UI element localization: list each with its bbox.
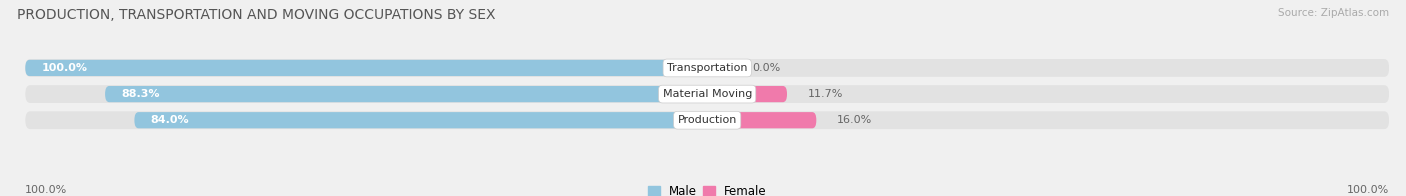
- Text: 0.0%: 0.0%: [752, 63, 780, 73]
- Legend: Male, Female: Male, Female: [648, 185, 766, 196]
- Text: 100.0%: 100.0%: [25, 185, 67, 195]
- Text: 100.0%: 100.0%: [42, 63, 87, 73]
- Text: Material Moving: Material Moving: [662, 89, 752, 99]
- Text: Production: Production: [678, 115, 737, 125]
- Text: Transportation: Transportation: [666, 63, 748, 73]
- FancyBboxPatch shape: [135, 112, 707, 128]
- FancyBboxPatch shape: [25, 59, 1389, 77]
- Text: 100.0%: 100.0%: [1347, 185, 1389, 195]
- Text: 88.3%: 88.3%: [121, 89, 160, 99]
- Text: Source: ZipAtlas.com: Source: ZipAtlas.com: [1278, 8, 1389, 18]
- FancyBboxPatch shape: [25, 111, 1389, 129]
- FancyBboxPatch shape: [707, 112, 817, 128]
- FancyBboxPatch shape: [25, 60, 707, 76]
- Text: 16.0%: 16.0%: [837, 115, 872, 125]
- Text: PRODUCTION, TRANSPORTATION AND MOVING OCCUPATIONS BY SEX: PRODUCTION, TRANSPORTATION AND MOVING OC…: [17, 8, 495, 22]
- FancyBboxPatch shape: [707, 86, 787, 102]
- FancyBboxPatch shape: [105, 86, 707, 102]
- FancyBboxPatch shape: [25, 85, 1389, 103]
- Text: 84.0%: 84.0%: [150, 115, 190, 125]
- Text: 11.7%: 11.7%: [807, 89, 842, 99]
- FancyBboxPatch shape: [707, 60, 731, 76]
